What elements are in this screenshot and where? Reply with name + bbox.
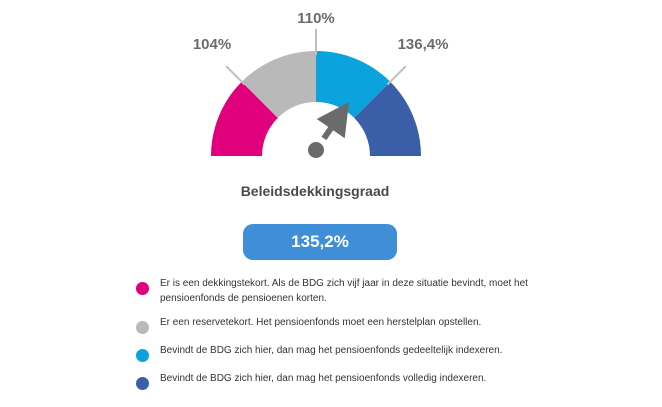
coverage-value-badge: 135,2% (243, 224, 397, 260)
magenta-dot-icon (136, 282, 149, 295)
legend-item-reserve-deficit: Er een reservetekort. Het pensioenfonds … (136, 315, 556, 334)
legend-text: Er een reservetekort. Het pensioenfonds … (160, 317, 482, 328)
legend-item-partial-indexation: Bevindt de BDG zich hier, dan mag het pe… (136, 343, 556, 362)
gauge-segment-reserve-deficit (241, 51, 316, 118)
legend-text: Er is een dekkingstekort. Als de BDG zic… (160, 278, 528, 304)
needle-arrow (316, 102, 349, 141)
gauge-segment-deficit (211, 81, 278, 156)
gauge-title: Beleidsdekkingsgraad (240, 183, 390, 199)
gauge-needle (308, 102, 349, 158)
gauge-segment-partial-indexation (316, 51, 391, 118)
legend-item-deficit: Er is een dekkingstekort. Als de BDG zic… (136, 276, 556, 306)
light-blue-dot-icon (136, 349, 149, 362)
gauge-tick-high (386, 65, 407, 86)
gauge-label-mid: 110% (297, 10, 335, 27)
legend-item-full-indexation: Bevindt de BDG zich hier, dan mag het pe… (136, 371, 556, 390)
legend-text: Bevindt de BDG zich hier, dan mag het pe… (160, 373, 487, 384)
gauge-label-low: 104% (193, 36, 231, 53)
needle-pivot (308, 142, 324, 158)
coverage-gauge: 104% 110% 136,4% (193, 10, 449, 158)
gauge-tick-low (225, 65, 246, 86)
gauge-segment-full-indexation (354, 81, 421, 156)
gauge-label-high: 136,4% (398, 36, 449, 53)
legend: Er is een dekkingstekort. Als de BDG zic… (136, 276, 556, 399)
legend-text: Bevindt de BDG zich hier, dan mag het pe… (160, 345, 503, 356)
gray-dot-icon (136, 321, 149, 334)
dark-blue-dot-icon (136, 377, 149, 390)
